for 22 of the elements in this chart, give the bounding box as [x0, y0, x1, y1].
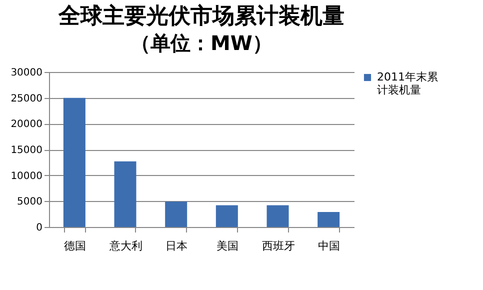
x-tick-label: 西班牙	[262, 240, 295, 252]
y-tick-label: 30000	[10, 68, 42, 78]
y-tick-label: 25000	[10, 93, 42, 104]
bar	[114, 161, 136, 227]
y-tick-label: 20000	[10, 119, 42, 130]
bar	[318, 212, 340, 227]
bar	[216, 205, 238, 227]
y-tick-label: 10000	[10, 170, 42, 182]
y-tick-label: 0	[36, 222, 42, 234]
y-tick-label: 5000	[17, 196, 42, 208]
y-tick-label: 15000	[10, 145, 42, 156]
x-tick-label: 日本	[166, 240, 188, 252]
x-tick-label: 德国	[64, 240, 86, 252]
x-tick-label: 意大利	[108, 240, 142, 252]
bar	[63, 98, 86, 227]
chart-title: 全球主要光伏市场累计装机量	[58, 3, 344, 29]
legend-label: 2011年末累计装机量	[377, 70, 438, 96]
bar	[165, 202, 188, 227]
x-tick-label: 美国	[216, 240, 238, 252]
bar	[266, 205, 289, 227]
x-tick-label: 中国	[318, 240, 340, 252]
chart-subtitle: （单位：MW）	[130, 31, 272, 55]
